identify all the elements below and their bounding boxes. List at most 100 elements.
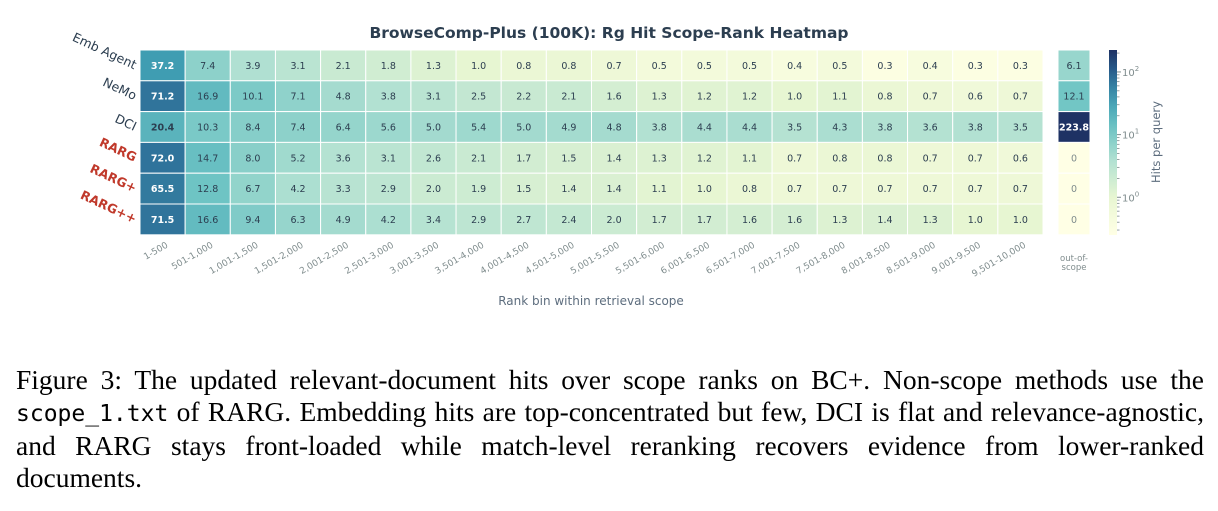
cell-value-label: 0.5 [652,61,667,72]
heatmap-cell [726,49,773,82]
cell-value-label: 3.8 [652,123,667,134]
heatmap-cell [591,111,638,143]
x-tick-label: 3,501-4,000 [434,241,487,277]
heatmap-cell [139,141,186,174]
heatmap-cell [907,49,954,82]
x-tick-label: 1,501-2,000 [253,241,306,277]
colorbar-ticks: 102 101 100 [1117,52,1139,231]
cell-value-label: 5.0 [426,123,441,134]
row-label: RARG [97,134,139,164]
cell-value-label: 0.7 [968,153,983,164]
heatmap-cell [184,172,231,205]
cell-value-label: 12.8 [197,184,218,195]
out-of-scope-value-label: 0 [1071,215,1077,226]
cell-value-label: 71.2 [151,92,174,103]
heatmap-cell [997,49,1044,82]
heatmap-cell [771,111,818,143]
cell-value-label: 2.6 [426,153,441,164]
cell-value-label: 0.7 [877,184,892,195]
x-tick-label: 8,501-9,000 [885,241,938,277]
cell-value-label: 1.3 [426,61,441,72]
caption-text-2: of RARG. Embedding hits are top-concentr… [16,396,1204,493]
cell-value-label: 3.8 [877,123,892,134]
heatmap-cell [952,49,999,82]
out-of-scope-value-label: 6.1 [1066,61,1081,72]
cell-value-label: 1.3 [652,92,667,103]
caption-code: scope_1.txt [16,401,169,427]
heatmap-cell [997,203,1044,236]
cell-value-label: 3.6 [923,123,938,134]
out-of-scope-column: 6.1 12.1 223.8 0 0 0 [1057,49,1091,236]
heatmap-cell [500,172,547,205]
x-tick-label: 2,501-3,000 [343,241,396,277]
colorbar-tick-label: 101 [1122,128,1139,142]
cell-value-label: 0.7 [607,61,622,72]
heatmap-cell [410,172,457,205]
cell-value-label: 4.3 [832,123,847,134]
cell-value-label: 0.7 [787,184,802,195]
cell-value-label: 2.2 [516,92,531,103]
cell-value-label: 1.4 [607,184,622,195]
cell-value-label: 1.2 [697,92,712,103]
x-tick-label: 5,001-5,500 [569,241,622,277]
heatmap-cell [500,111,547,143]
heatmap-cell [365,111,412,143]
heatmap-cell [455,111,502,143]
cell-value-label: 1.4 [561,184,576,195]
heatmap-cell [410,111,457,143]
heatmap-cell [410,203,457,236]
cell-value-label: 14.7 [197,153,218,164]
cell-value-label: 3.8 [381,92,396,103]
cell-value-label: 2.1 [561,92,576,103]
row-label: Emb Agent [70,29,139,72]
heatmap-cell [139,172,186,205]
x-tick-label: 3,001-3,500 [389,241,442,277]
heatmap-cell [410,80,457,113]
out-of-scope-cell [1057,141,1091,174]
cell-value-label: 3.9 [245,61,260,72]
cell-value-label: 2.5 [471,92,486,103]
heatmap-cell [907,172,954,205]
cell-value-label: 5.4 [471,123,486,134]
heatmap-cell [771,141,818,174]
out-of-scope-value-label: 0 [1071,184,1077,195]
caption-text-1: Figure 3: The updated relevant-document … [16,364,1204,395]
cell-value-label: 5.0 [516,123,531,134]
heatmap-cell [320,172,367,205]
heatmap-cell [771,172,818,205]
cell-value-label: 1.1 [832,92,847,103]
heatmap-cell [681,111,728,143]
cell-value-label: 0.8 [742,184,757,195]
cell-value-label: 2.4 [561,215,576,226]
cell-value-label: 3.1 [426,92,441,103]
heatmap-grid: 37.2 7.4 3.9 3.1 2.1 1.8 1.3 1.0 0.8 0.8 0.7 0.5 0.5… [139,49,1044,236]
out-of-scope-cell [1057,172,1091,205]
heatmap-cell [365,49,412,82]
heatmap-cell [591,203,638,236]
out-of-scope-value-label: 0 [1071,153,1077,164]
x-tick-labels: 1-500 501-1,0001,001-1,5001,501-2,0002,00… [142,241,1028,280]
cell-value-label: 5.2 [290,153,305,164]
row-label: NeMo [101,74,139,103]
cell-value-label: 4.4 [697,123,712,134]
x-tick-label: 5,501-6,000 [614,241,667,277]
heatmap-cell [229,80,276,113]
cell-value-label: 0.8 [877,153,892,164]
heatmap-cell [274,172,322,205]
heatmap-cell [816,203,863,236]
heatmap-cell [184,80,231,113]
cell-value-label: 1.2 [697,153,712,164]
cell-value-label: 3.3 [336,184,351,195]
x-tick-label: 6,501-7,000 [705,241,758,277]
cell-value-label: 10.3 [197,123,218,134]
cell-value-label: 6.7 [245,184,260,195]
x-tick-label: 2,001-2,500 [298,241,351,277]
colorbar-tick-label: 100 [1122,190,1139,204]
cell-value-label: 9.4 [245,215,260,226]
cell-value-label: 0.5 [742,61,757,72]
cell-value-label: 4.9 [336,215,351,226]
cell-value-label: 8.4 [245,123,260,134]
heatmap-cell [952,111,999,143]
heatmap-cell [907,141,954,174]
cell-value-label: 3.6 [336,153,351,164]
